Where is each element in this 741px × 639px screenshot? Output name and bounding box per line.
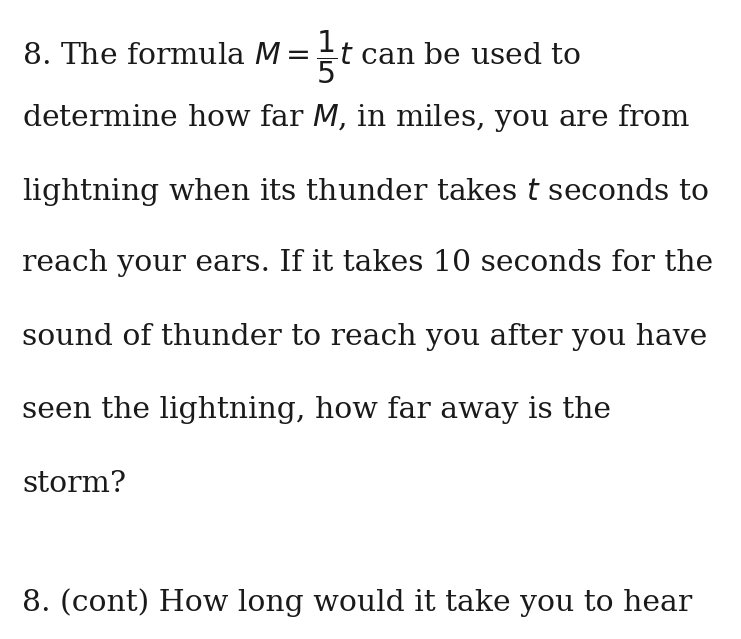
Text: determine how far $M$, in miles, you are from: determine how far $M$, in miles, you are… — [22, 102, 691, 134]
Text: storm?: storm? — [22, 470, 127, 498]
Text: reach your ears. If it takes 10 seconds for the: reach your ears. If it takes 10 seconds … — [22, 249, 714, 277]
Text: sound of thunder to reach you after you have: sound of thunder to reach you after you … — [22, 323, 708, 351]
Text: 8. The formula $M = \dfrac{1}{5}t$ can be used to: 8. The formula $M = \dfrac{1}{5}t$ can b… — [22, 29, 582, 86]
Text: lightning when its thunder takes $t$ seconds to: lightning when its thunder takes $t$ sec… — [22, 176, 709, 208]
Text: 8. (cont) How long would it take you to hear: 8. (cont) How long would it take you to … — [22, 588, 693, 617]
Text: seen the lightning, how far away is the: seen the lightning, how far away is the — [22, 396, 611, 424]
